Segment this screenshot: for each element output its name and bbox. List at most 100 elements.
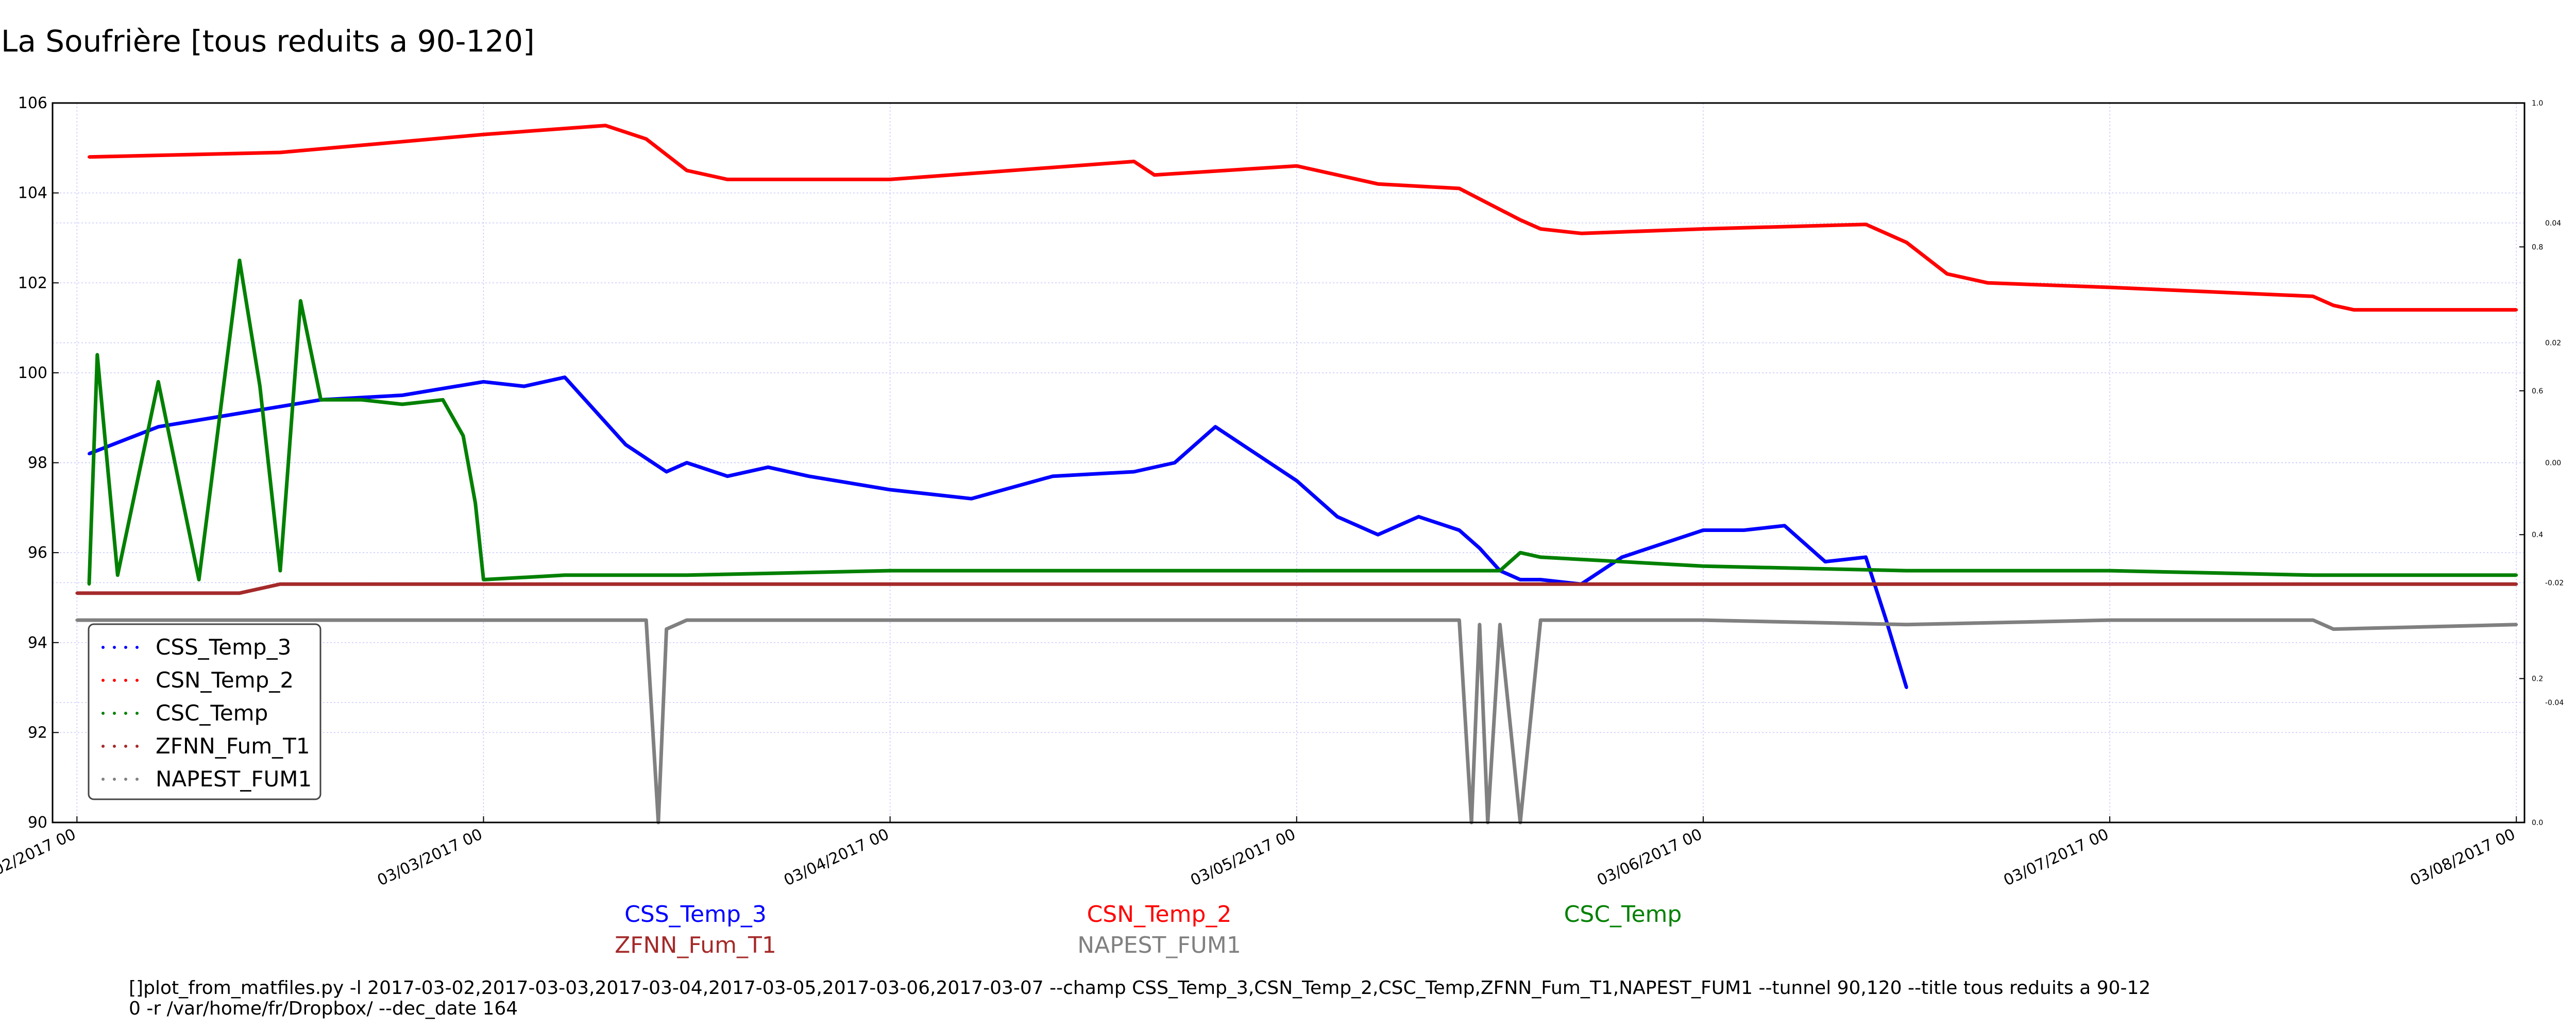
point-CSS_Temp_3 [1539,578,1543,581]
point-CSC_Temp [319,398,323,402]
point-CSS_Temp_3 [522,385,526,388]
point-ZFNN_Fum_T1 [2108,582,2112,586]
point-CSN_Temp_2 [1458,186,1461,190]
point-NAPEST_FUM1 [1295,619,1298,622]
right-inner-tick-label: 0.04 [2545,219,2561,228]
point-CSN_Temp_2 [1132,160,1136,163]
legend-box [88,623,321,800]
point-CSS_Temp_3 [1783,524,1786,527]
point-CSC_Temp [299,299,302,303]
point-CSC_Temp [473,502,477,505]
legend-marker [135,679,139,682]
point-NAPEST_FUM1 [2311,619,2315,622]
point-CSS_Temp_3 [482,380,485,384]
point-CSN_Temp_2 [685,168,689,172]
legend-marker [113,745,116,748]
right-inner-tick-label: -0.02 [2545,579,2564,587]
point-CSC_Temp [1518,551,1522,555]
point-CSS_Temp_3 [1173,461,1177,465]
right-tick-label: 0.6 [2532,387,2543,396]
point-CSS_Temp_3 [1051,474,1055,478]
legend-marker [101,712,105,715]
point-CSC_Temp [1295,569,1298,573]
point-NAPEST_FUM1 [685,619,689,622]
point-CSS_Temp_3 [624,443,628,447]
x-tick-label: 03/02/2017 00 [0,826,79,890]
point-CSS_Temp_3 [1417,515,1420,519]
point-CSN_Temp_2 [2352,308,2355,312]
point-CSN_Temp_2 [1864,222,1868,226]
legend-marker [101,679,105,682]
point-CSS_Temp_3 [1335,515,1339,519]
point-CSC_Temp [88,582,91,586]
right-inner-tick-label: 0.00 [2545,459,2561,468]
right-tick-label: 0.4 [2532,531,2543,539]
right-tick-label: 1.0 [2532,99,2543,108]
chart-title: La Soufrière [tous reduits a 90-120] [1,24,535,59]
point-CSN_Temp_2 [604,124,607,127]
x-tick-label: 03/05/2017 00 [1188,826,1298,890]
point-CSN_Temp_2 [2515,308,2518,312]
point-CSN_Temp_2 [1376,182,1380,186]
point-CSS_Temp_3 [1132,470,1136,473]
point-NAPEST_FUM1 [2515,623,2518,626]
point-CSN_Temp_2 [1701,227,1705,231]
legend-marker [124,679,127,682]
series-layer [75,124,2518,825]
legend-marker [113,712,116,715]
point-CSN_Temp_2 [1153,173,1156,177]
point-CSS_Temp_3 [685,461,689,465]
point-CSC_Temp [462,434,465,438]
point-CSS_Temp_3 [1864,555,1868,559]
point-ZFNN_Fum_T1 [238,591,242,595]
point-CSS_Temp_3 [807,474,810,478]
point-CSC_Temp [888,569,892,573]
point-NAPEST_FUM1 [665,627,668,631]
point-CSC_Temp [441,398,445,402]
point-ZFNN_Fum_T1 [482,582,485,586]
grid [53,102,2524,823]
right-inner-tick-label: -0.04 [2545,699,2564,707]
point-CSC_Temp [1905,569,1908,573]
point-CSC_Temp [1498,569,1502,573]
legend-marker [113,679,116,682]
y-tick-label: 90 [28,814,47,832]
point-CSC_Temp [1701,564,1705,568]
point-CSC_Temp [116,573,120,577]
point-CSC_Temp [360,398,363,402]
point-ZFNN_Fum_T1 [75,591,79,595]
point-CSN_Temp_2 [482,133,485,136]
point-NAPEST_FUM1 [645,619,648,622]
point-CSC_Temp [2515,573,2518,577]
point-CSS_Temp_3 [1823,560,1827,563]
command-line-2: 0 -r /var/home/fr/Dropbox/ --dec_date 16… [129,998,518,1019]
point-CSC_Temp [2108,569,2112,573]
legend-marker [135,745,139,748]
point-CSS_Temp_3 [604,420,607,424]
legend-marker [101,646,105,649]
point-CSN_Temp_2 [1905,241,1908,244]
point-CSS_Temp_3 [1620,555,1624,559]
point-CSS_Temp_3 [238,411,242,415]
point-NAPEST_FUM1 [1539,619,1543,622]
point-NAPEST_FUM1 [1498,623,1502,626]
point-CSC_Temp [563,573,567,577]
legend-marker [124,778,127,781]
right-tick-label: 0.2 [2532,675,2543,683]
legend-entry: NAPEST_FUM1 [156,766,312,792]
point-CSN_Temp_2 [278,151,282,154]
point-ZFNN_Fum_T1 [1295,582,1298,586]
plot-frame [52,102,2526,823]
point-CSN_Temp_2 [725,178,729,181]
series-CSS_Temp_3 [88,375,1908,689]
legend-entry: ZFNN_Fum_T1 [156,733,310,759]
point-CSC_Temp [1539,555,1543,559]
legend-marker [135,646,139,649]
x-tick-label: 03/06/2017 00 [1595,826,1705,890]
point-CSS_Temp_3 [400,393,404,397]
point-ZFNN_Fum_T1 [888,582,892,586]
point-CSS_Temp_3 [888,488,892,491]
point-NAPEST_FUM1 [1701,619,1705,622]
point-NAPEST_FUM1 [1905,623,1908,626]
point-CSC_Temp [258,385,262,388]
